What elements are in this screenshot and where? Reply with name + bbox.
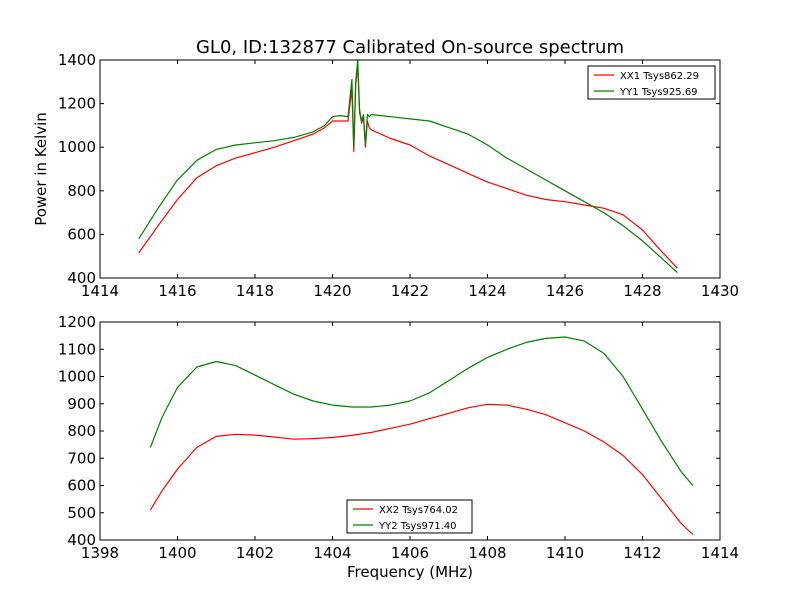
y-tick-label: 400 (67, 269, 96, 287)
x-tick-label: 1414 (81, 282, 119, 300)
legend-label: YY2 Tsys971.40 (378, 521, 457, 532)
plot-bottom-legend: XX2 Tsys764.02 YY2 Tsys971.40 (346, 499, 473, 534)
plot-top-ticks: 1414 1416 1418 1420 1422 1424 1426 1428 1430 400 6… (58, 51, 739, 300)
x-tick-label: 1398 (81, 544, 119, 562)
x-tick-label: 1408 (468, 544, 506, 562)
y-tick-label: 1200 (58, 95, 96, 113)
y-tick-label: 800 (67, 182, 96, 200)
x-tick-label: 1410 (546, 544, 584, 562)
legend-label: YY1 Tsys925.69 (619, 87, 698, 98)
y-axis-label: Power in Kelvin (32, 112, 50, 226)
x-tick-label: 1430 (701, 282, 739, 300)
x-tick-label: 1422 (391, 282, 429, 300)
plot-bottom: 1398 1400 1402 1404 1406 1408 1410 1412 1414 400 5… (58, 313, 739, 562)
legend-box (346, 499, 473, 534)
x-tick-label: 1428 (623, 282, 661, 300)
series-line-2 (138, 59, 678, 274)
x-tick-label: 1426 (546, 282, 584, 300)
x-tick-label: 1404 (313, 544, 351, 562)
plot-top-legend: XX1 Tsys862.29 YY1 Tsys925.69 (587, 65, 716, 100)
x-tick-label: 1424 (468, 282, 506, 300)
y-tick-label: 1000 (58, 138, 96, 156)
x-tick-label: 1402 (236, 544, 274, 562)
y-tick-label: 600 (67, 225, 96, 243)
legend-label: XX2 Tsys764.02 (379, 505, 458, 516)
x-tick-label: 1420 (313, 282, 351, 300)
y-tick-label: 600 (67, 477, 96, 495)
series-line-2 (149, 336, 694, 486)
y-tick-label: 1400 (58, 51, 96, 69)
x-tick-label: 1418 (236, 282, 274, 300)
y-tick-label: 900 (67, 395, 96, 413)
plot-top-series (138, 59, 678, 274)
legend-label: XX1 Tsys862.29 (620, 71, 699, 82)
legend-box (587, 65, 716, 100)
figure-title: GL0, ID:132877 Calibrated On-source spec… (196, 37, 624, 58)
y-tick-label: 1100 (58, 340, 96, 358)
y-tick-label: 1200 (58, 313, 96, 331)
series-line-1 (149, 403, 694, 535)
y-tick-label: 500 (67, 504, 96, 522)
x-tick-label: 1406 (391, 544, 429, 562)
x-tick-label: 1412 (623, 544, 661, 562)
y-tick-label: 700 (67, 449, 96, 467)
plot-bottom-ticks: 1398 1400 1402 1404 1406 1408 1410 1412 1414 400 5… (58, 313, 739, 562)
plot-bottom-series (149, 336, 694, 535)
y-tick-label: 1000 (58, 368, 96, 386)
x-tick-label: 1414 (701, 544, 739, 562)
x-tick-label: 1416 (158, 282, 196, 300)
x-tick-label: 1400 (158, 544, 196, 562)
plot-top: 1414 1416 1418 1420 1422 1424 1426 1428 1430 400 6… (58, 51, 739, 300)
x-axis-label: Frequency (MHz) (347, 563, 473, 581)
y-tick-label: 800 (67, 422, 96, 440)
y-tick-label: 400 (67, 531, 96, 549)
